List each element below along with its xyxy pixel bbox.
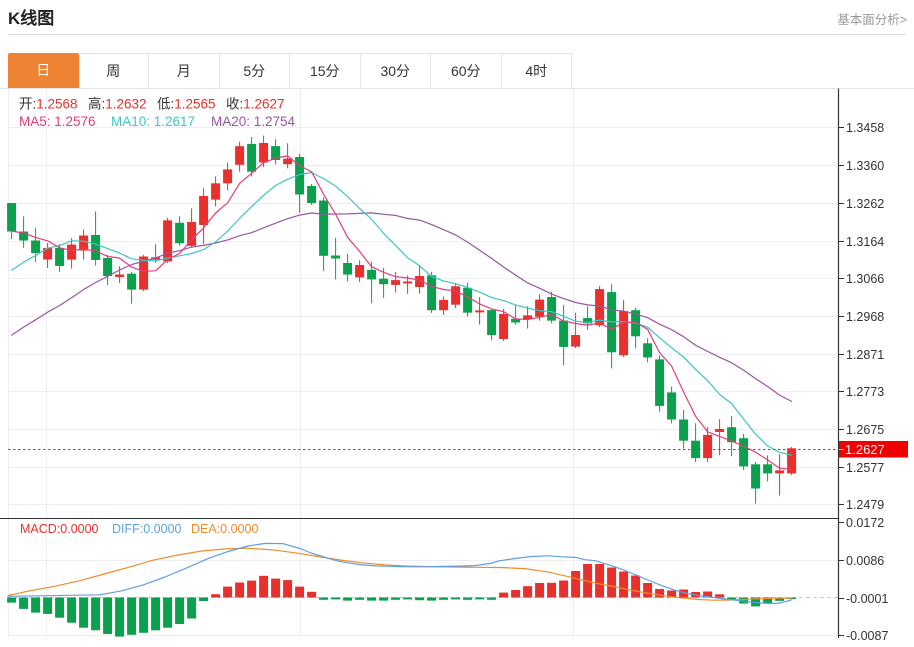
svg-text:DEA:0.0000: DEA:0.0000: [191, 522, 258, 536]
svg-text:MACD:0.0000: MACD:0.0000: [20, 522, 99, 536]
svg-text:1.3164: 1.3164: [846, 235, 884, 249]
svg-text:开:1.2568: 开:1.2568: [19, 97, 78, 112]
svg-text:MA10: 1.2617: MA10: 1.2617: [111, 114, 195, 129]
svg-text:0.0172: 0.0172: [846, 516, 884, 530]
svg-text:1.3262: 1.3262: [846, 197, 884, 211]
svg-text:1.2675: 1.2675: [846, 423, 884, 437]
svg-text:1.3066: 1.3066: [846, 272, 884, 286]
svg-text:-0.0001: -0.0001: [846, 592, 888, 606]
svg-text:MA5: 1.2576: MA5: 1.2576: [19, 114, 96, 129]
svg-text:1.2773: 1.2773: [846, 385, 884, 399]
svg-text:1.2577: 1.2577: [846, 461, 884, 475]
svg-text:1.3360: 1.3360: [846, 159, 884, 173]
svg-text:收:1.2627: 收:1.2627: [226, 97, 285, 112]
svg-text:0.0086: 0.0086: [846, 554, 884, 568]
svg-text:DIFF:0.0000: DIFF:0.0000: [112, 522, 182, 536]
svg-text:1.2871: 1.2871: [846, 348, 884, 362]
svg-text:低:1.2565: 低:1.2565: [157, 97, 216, 112]
svg-text:1.2627: 1.2627: [845, 442, 885, 457]
svg-text:MA20: 1.2754: MA20: 1.2754: [211, 114, 296, 129]
svg-text:1.2479: 1.2479: [846, 498, 884, 512]
svg-text:1.3458: 1.3458: [846, 121, 884, 135]
svg-text:高:1.2632: 高:1.2632: [88, 96, 147, 112]
svg-text:1.2968: 1.2968: [846, 310, 884, 324]
svg-text:-0.0087: -0.0087: [846, 629, 888, 643]
